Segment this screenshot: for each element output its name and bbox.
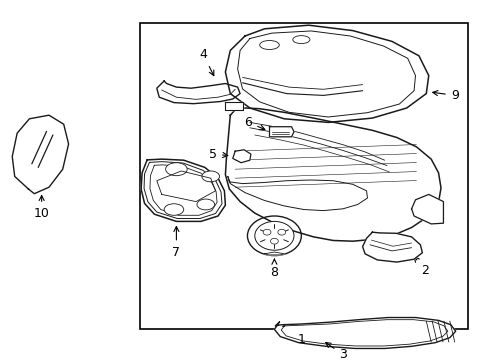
Bar bbox=[140, 23, 468, 329]
Text: 8: 8 bbox=[270, 259, 278, 279]
Ellipse shape bbox=[293, 36, 310, 44]
Ellipse shape bbox=[164, 204, 184, 215]
Ellipse shape bbox=[202, 171, 220, 182]
Text: 10: 10 bbox=[34, 195, 49, 220]
Polygon shape bbox=[265, 252, 284, 255]
Circle shape bbox=[263, 229, 271, 235]
Circle shape bbox=[270, 238, 278, 244]
Ellipse shape bbox=[260, 40, 279, 49]
Text: 7: 7 bbox=[172, 226, 180, 258]
Polygon shape bbox=[233, 150, 251, 163]
Text: 5: 5 bbox=[209, 148, 228, 161]
Text: 2: 2 bbox=[414, 257, 429, 276]
Ellipse shape bbox=[197, 199, 215, 210]
Polygon shape bbox=[363, 232, 422, 262]
Circle shape bbox=[278, 229, 286, 235]
Text: 4: 4 bbox=[199, 48, 214, 76]
Text: 6: 6 bbox=[245, 116, 265, 130]
Polygon shape bbox=[225, 102, 243, 110]
Circle shape bbox=[247, 216, 301, 256]
Polygon shape bbox=[225, 25, 429, 122]
Text: 1: 1 bbox=[297, 333, 305, 346]
Text: 3: 3 bbox=[326, 342, 347, 360]
Polygon shape bbox=[12, 115, 69, 194]
Polygon shape bbox=[270, 127, 294, 137]
Polygon shape bbox=[157, 81, 240, 104]
Polygon shape bbox=[141, 159, 225, 221]
Ellipse shape bbox=[166, 163, 187, 176]
Circle shape bbox=[255, 221, 294, 250]
Polygon shape bbox=[225, 108, 441, 241]
Polygon shape bbox=[412, 194, 443, 224]
Polygon shape bbox=[274, 318, 456, 348]
Text: 9: 9 bbox=[433, 89, 459, 102]
